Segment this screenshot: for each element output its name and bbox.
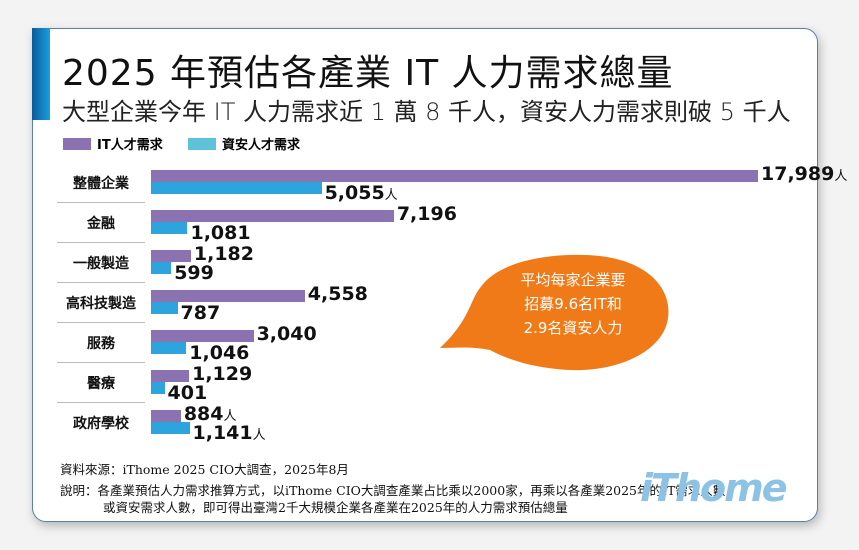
accent-bar xyxy=(32,28,50,120)
callout-line: 平均每家企業要 xyxy=(520,271,626,289)
explanation-note: 說明：各產業預估人力需求推算方式，以iThome CIO大調查產業占比乘以200… xyxy=(60,483,726,498)
bar-it xyxy=(151,330,254,342)
callout-line: 招募9.6名IT和 xyxy=(524,295,622,313)
category-label: 整體企業 xyxy=(73,176,129,192)
bar-security xyxy=(151,222,188,234)
callout-line: 2.9名資安人力 xyxy=(523,319,623,337)
value-text: 884 xyxy=(183,403,224,425)
callout-text: 平均每家企業要 招募9.6名IT和 2.9名資安人力 xyxy=(498,268,648,340)
bar-it xyxy=(151,410,181,422)
legend-swatch-sec xyxy=(188,137,216,150)
row-separator xyxy=(57,202,145,203)
value-label-it: 1,182 xyxy=(194,244,254,264)
value-text: 3,040 xyxy=(256,323,317,345)
legend-swatch-it xyxy=(63,137,91,150)
page-title: 2025 年預估各產業 IT 人力需求總量 xyxy=(62,53,674,94)
category-label: 政府學校 xyxy=(73,416,129,432)
unit-label: 人 xyxy=(252,428,266,443)
subtitle: 大型企業今年 IT 人力需求近 1 萬 8 千人，資安人力需求則破 5 千人 xyxy=(62,98,791,126)
row-separator xyxy=(57,402,145,403)
legend-label-it: IT人才需求 xyxy=(97,138,163,153)
bar-it xyxy=(151,370,190,382)
value-text: 1,141 xyxy=(192,422,253,444)
source-note: 資料來源：iThome 2025 CIO大調查，2025年8月 xyxy=(60,462,349,477)
category-label: 醫療 xyxy=(87,376,115,392)
value-label-security: 1,081 xyxy=(190,223,250,243)
value-label-security: 5,055人 xyxy=(325,183,398,206)
row-separator xyxy=(57,322,145,323)
category-label: 金融 xyxy=(87,216,115,232)
value-label-security: 1,046 xyxy=(189,343,249,363)
value-text: 787 xyxy=(180,302,221,324)
bar-it xyxy=(151,170,758,182)
bar-it xyxy=(151,290,305,302)
legend-it: IT人才需求 xyxy=(63,134,163,153)
value-text: 5,055 xyxy=(324,182,385,204)
bar-security xyxy=(151,302,178,314)
value-text: 7,196 xyxy=(396,203,457,225)
bar-security xyxy=(151,382,165,394)
category-label: 一般製造 xyxy=(73,256,129,272)
bar-security xyxy=(151,342,187,354)
legend-label-sec: 資安人才需求 xyxy=(222,138,301,153)
value-label-security: 787 xyxy=(181,303,221,323)
value-label-it: 7,196 xyxy=(397,204,457,224)
value-text: 1,182 xyxy=(193,243,254,265)
row-separator xyxy=(57,242,145,243)
value-label-security: 401 xyxy=(168,383,208,403)
value-text: 1,046 xyxy=(189,342,250,364)
value-label-it: 884人 xyxy=(184,404,237,427)
value-text: 401 xyxy=(167,382,208,404)
infographic-card xyxy=(32,28,818,522)
value-text: 1,081 xyxy=(190,222,251,244)
value-text: 599 xyxy=(174,262,214,284)
bar-security xyxy=(151,182,322,194)
bar-security xyxy=(151,422,190,434)
value-text: 1,129 xyxy=(192,363,253,385)
unit-label: 人 xyxy=(384,188,398,203)
category-label: 高科技製造 xyxy=(66,296,136,312)
legend-sec: 資安人才需求 xyxy=(188,134,300,153)
value-label-security: 599 xyxy=(174,263,214,283)
bar-it xyxy=(151,210,394,222)
bar-it xyxy=(151,250,191,262)
value-label-it: 17,989人 xyxy=(761,164,847,187)
value-label-it: 1,129 xyxy=(192,364,252,384)
value-label-it: 3,040 xyxy=(257,324,317,344)
value-label-it: 4,558 xyxy=(308,284,368,304)
bar-security xyxy=(151,262,172,274)
value-text: 4,558 xyxy=(307,283,368,305)
ithome-logo: iThome xyxy=(640,466,787,510)
value-label-security: 1,141人 xyxy=(193,423,266,446)
value-text: 17,989 xyxy=(761,163,835,185)
row-separator xyxy=(57,282,145,283)
explanation-note-2: 或資安需求人數，即可得出臺灣2千大規模企業各產業在2025年的人力需求預估總量 xyxy=(103,500,568,515)
row-separator xyxy=(57,362,145,363)
unit-label: 人 xyxy=(834,169,848,184)
unit-label: 人 xyxy=(223,409,237,424)
category-label: 服務 xyxy=(87,336,115,352)
